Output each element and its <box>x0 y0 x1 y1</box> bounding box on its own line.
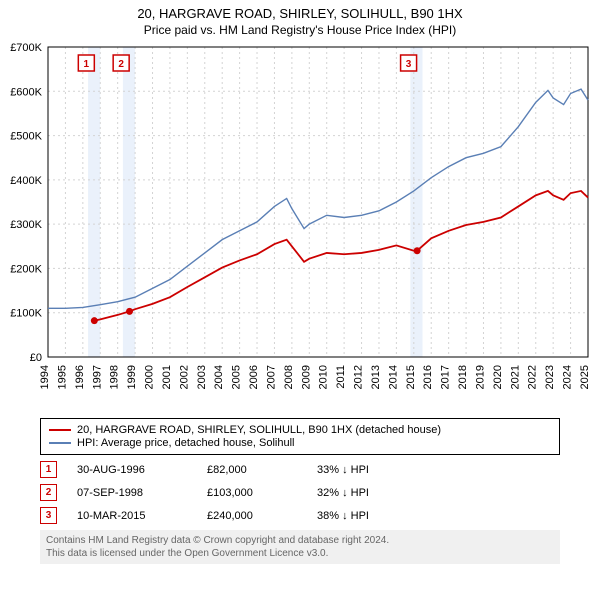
sale-diff: 32% ↓ HPI <box>317 487 369 499</box>
svg-text:1995: 1995 <box>56 365 68 389</box>
svg-text:2003: 2003 <box>196 365 208 389</box>
svg-text:2022: 2022 <box>527 365 539 389</box>
sale-price: £240,000 <box>207 510 317 522</box>
sale-dot <box>126 308 133 315</box>
sale-date: 30-AUG-1996 <box>77 464 207 476</box>
sale-marker-box: 3 <box>40 507 57 524</box>
svg-text:3: 3 <box>406 59 412 70</box>
svg-text:2019: 2019 <box>474 365 486 389</box>
svg-text:2: 2 <box>118 59 124 70</box>
legend-label: 20, HARGRAVE ROAD, SHIRLEY, SOLIHULL, B9… <box>77 424 441 436</box>
footer-attribution: Contains HM Land Registry data © Crown c… <box>40 530 560 564</box>
legend-row: 20, HARGRAVE ROAD, SHIRLEY, SOLIHULL, B9… <box>49 424 551 436</box>
svg-text:£100K: £100K <box>10 308 42 320</box>
svg-text:2013: 2013 <box>370 365 382 389</box>
svg-text:2004: 2004 <box>213 365 225 389</box>
sales-table: 1 30-AUG-1996£82,00033% ↓ HPI 2 07-SEP-1998… <box>40 461 560 524</box>
sale-row: 1 30-AUG-1996£82,00033% ↓ HPI <box>40 461 560 478</box>
svg-text:2014: 2014 <box>387 365 399 389</box>
svg-text:2007: 2007 <box>265 365 277 389</box>
svg-text:2025: 2025 <box>579 365 591 389</box>
title-address: 20, HARGRAVE ROAD, SHIRLEY, SOLIHULL, B9… <box>0 6 600 21</box>
sale-price: £82,000 <box>207 464 317 476</box>
svg-text:1997: 1997 <box>91 365 103 389</box>
svg-text:2000: 2000 <box>144 365 156 389</box>
svg-text:2016: 2016 <box>422 365 434 389</box>
svg-text:£0: £0 <box>30 352 42 364</box>
footer-line1: Contains HM Land Registry data © Crown c… <box>46 534 554 547</box>
svg-text:2018: 2018 <box>457 365 469 389</box>
svg-text:1: 1 <box>84 59 90 70</box>
svg-text:2012: 2012 <box>353 365 365 389</box>
legend-label: HPI: Average price, detached house, Soli… <box>77 437 295 449</box>
svg-text:1994: 1994 <box>39 365 51 389</box>
chart-area: £0 £100K £200K £300K £400K £500K £600K £700K 199… <box>0 37 600 412</box>
svg-text:1996: 1996 <box>74 365 86 389</box>
svg-text:£500K: £500K <box>10 131 42 143</box>
svg-text:2015: 2015 <box>405 365 417 389</box>
legend-row: HPI: Average price, detached house, Soli… <box>49 437 551 449</box>
svg-text:£700K: £700K <box>10 42 42 54</box>
svg-text:2005: 2005 <box>231 365 243 389</box>
sale-date: 07-SEP-1998 <box>77 487 207 499</box>
svg-text:1998: 1998 <box>109 365 121 389</box>
legend-swatch <box>49 442 71 444</box>
line-chart-svg: £0 £100K £200K £300K £400K £500K £600K £700K 199… <box>0 37 600 412</box>
sale-marker-box: 2 <box>40 484 57 501</box>
sale-dot <box>91 317 98 324</box>
legend-swatch <box>49 429 71 431</box>
sale-row: 3 10-MAR-2015£240,00038% ↓ HPI <box>40 507 560 524</box>
svg-text:2002: 2002 <box>178 365 190 389</box>
svg-text:2008: 2008 <box>283 365 295 389</box>
svg-text:2021: 2021 <box>509 365 521 389</box>
svg-text:2009: 2009 <box>300 365 312 389</box>
svg-text:£400K: £400K <box>10 175 42 187</box>
sale-price: £103,000 <box>207 487 317 499</box>
sale-date: 10-MAR-2015 <box>77 510 207 522</box>
svg-text:2024: 2024 <box>562 365 574 389</box>
sale-diff: 33% ↓ HPI <box>317 464 369 476</box>
svg-text:£200K: £200K <box>10 263 42 275</box>
chart-titles: 20, HARGRAVE ROAD, SHIRLEY, SOLIHULL, B9… <box>0 0 600 37</box>
svg-text:2006: 2006 <box>248 365 260 389</box>
svg-text:£300K: £300K <box>10 219 42 231</box>
svg-text:2023: 2023 <box>544 365 556 389</box>
svg-text:2017: 2017 <box>440 365 452 389</box>
svg-text:£600K: £600K <box>10 86 42 98</box>
sale-row: 2 07-SEP-1998£103,00032% ↓ HPI <box>40 484 560 501</box>
footer-line2: This data is licensed under the Open Gov… <box>46 547 554 560</box>
sale-diff: 38% ↓ HPI <box>317 510 369 522</box>
title-subtitle: Price paid vs. HM Land Registry's House … <box>0 23 600 37</box>
svg-text:2011: 2011 <box>335 365 347 389</box>
svg-text:2010: 2010 <box>318 365 330 389</box>
sale-dot <box>414 247 421 254</box>
svg-text:2020: 2020 <box>492 365 504 389</box>
svg-text:2001: 2001 <box>161 365 173 389</box>
svg-text:1999: 1999 <box>126 365 138 389</box>
sale-marker-box: 1 <box>40 461 57 478</box>
legend: 20, HARGRAVE ROAD, SHIRLEY, SOLIHULL, B9… <box>40 418 560 455</box>
